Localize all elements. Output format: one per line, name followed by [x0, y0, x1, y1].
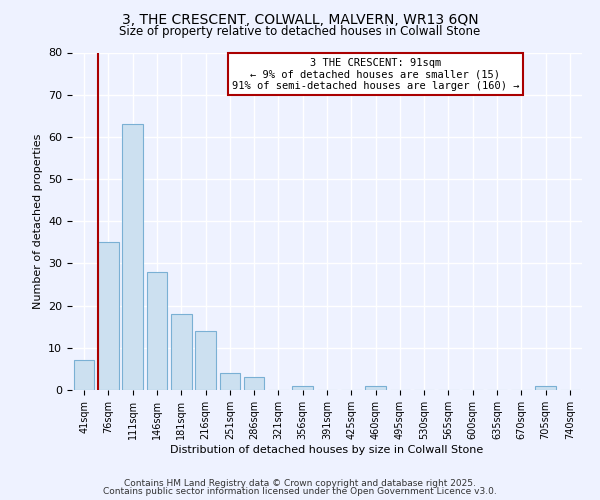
- Bar: [146, 272, 167, 390]
- Bar: [244, 378, 265, 390]
- Bar: [220, 373, 240, 390]
- Text: 3 THE CRESCENT: 91sqm
← 9% of detached houses are smaller (15)
91% of semi-detac: 3 THE CRESCENT: 91sqm ← 9% of detached h…: [232, 58, 519, 91]
- Bar: [74, 360, 94, 390]
- Bar: [98, 242, 119, 390]
- Bar: [122, 124, 143, 390]
- Bar: [365, 386, 386, 390]
- Bar: [171, 314, 191, 390]
- Bar: [292, 386, 313, 390]
- Text: 3, THE CRESCENT, COLWALL, MALVERN, WR13 6QN: 3, THE CRESCENT, COLWALL, MALVERN, WR13 …: [122, 12, 478, 26]
- Bar: [535, 386, 556, 390]
- Y-axis label: Number of detached properties: Number of detached properties: [32, 134, 43, 309]
- X-axis label: Distribution of detached houses by size in Colwall Stone: Distribution of detached houses by size …: [170, 444, 484, 454]
- Text: Size of property relative to detached houses in Colwall Stone: Size of property relative to detached ho…: [119, 25, 481, 38]
- Bar: [195, 331, 216, 390]
- Text: Contains HM Land Registry data © Crown copyright and database right 2025.: Contains HM Land Registry data © Crown c…: [124, 478, 476, 488]
- Text: Contains public sector information licensed under the Open Government Licence v3: Contains public sector information licen…: [103, 487, 497, 496]
